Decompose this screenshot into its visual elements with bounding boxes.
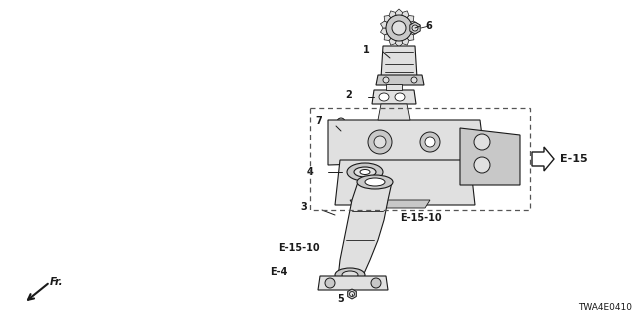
Circle shape [392,21,406,35]
Text: 6: 6 [425,21,432,31]
Text: 7: 7 [316,116,322,126]
Polygon shape [380,28,387,35]
Ellipse shape [365,178,385,186]
Polygon shape [389,38,396,45]
Polygon shape [384,34,391,41]
Ellipse shape [360,170,370,174]
Polygon shape [411,28,417,35]
Polygon shape [318,276,388,290]
Polygon shape [380,21,387,28]
Circle shape [383,77,389,83]
Circle shape [386,15,412,41]
Polygon shape [386,84,402,90]
Polygon shape [348,289,356,299]
Circle shape [411,77,417,83]
Polygon shape [372,90,416,104]
Polygon shape [350,200,430,208]
Polygon shape [384,15,391,22]
Polygon shape [396,9,403,15]
Ellipse shape [347,163,383,181]
Text: E-15-10: E-15-10 [400,213,442,223]
Polygon shape [411,21,417,28]
Polygon shape [376,75,424,85]
Polygon shape [381,46,417,78]
Polygon shape [338,182,392,278]
Circle shape [474,157,490,173]
Polygon shape [410,22,420,34]
Ellipse shape [395,93,405,101]
Text: E-4: E-4 [270,267,287,277]
Circle shape [412,25,418,31]
Polygon shape [407,15,414,22]
Polygon shape [402,11,409,18]
Polygon shape [396,41,403,47]
Text: 4: 4 [307,167,313,177]
Ellipse shape [357,175,393,189]
Circle shape [325,278,335,288]
Ellipse shape [379,93,389,101]
Text: E-15-10: E-15-10 [278,243,319,253]
Polygon shape [407,34,414,41]
Text: E-15: E-15 [560,154,588,164]
Circle shape [474,134,490,150]
Text: 1: 1 [364,45,370,55]
Polygon shape [402,38,409,45]
Circle shape [371,278,381,288]
Circle shape [368,130,392,154]
Text: TWA4E0410: TWA4E0410 [578,303,632,312]
Ellipse shape [342,271,358,279]
Text: Fr.: Fr. [50,277,63,287]
Polygon shape [460,128,520,185]
Bar [310,108,530,210]
Circle shape [374,136,386,148]
Text: 5: 5 [337,294,344,304]
Polygon shape [532,147,554,171]
Polygon shape [378,104,410,120]
Polygon shape [335,160,475,205]
Text: 2: 2 [345,90,352,100]
Polygon shape [389,11,396,18]
Ellipse shape [354,167,376,177]
Polygon shape [328,120,485,165]
Circle shape [349,292,355,297]
Circle shape [420,132,440,152]
Ellipse shape [335,268,365,282]
Circle shape [425,137,435,147]
Text: 3: 3 [300,202,307,212]
Circle shape [337,118,345,126]
